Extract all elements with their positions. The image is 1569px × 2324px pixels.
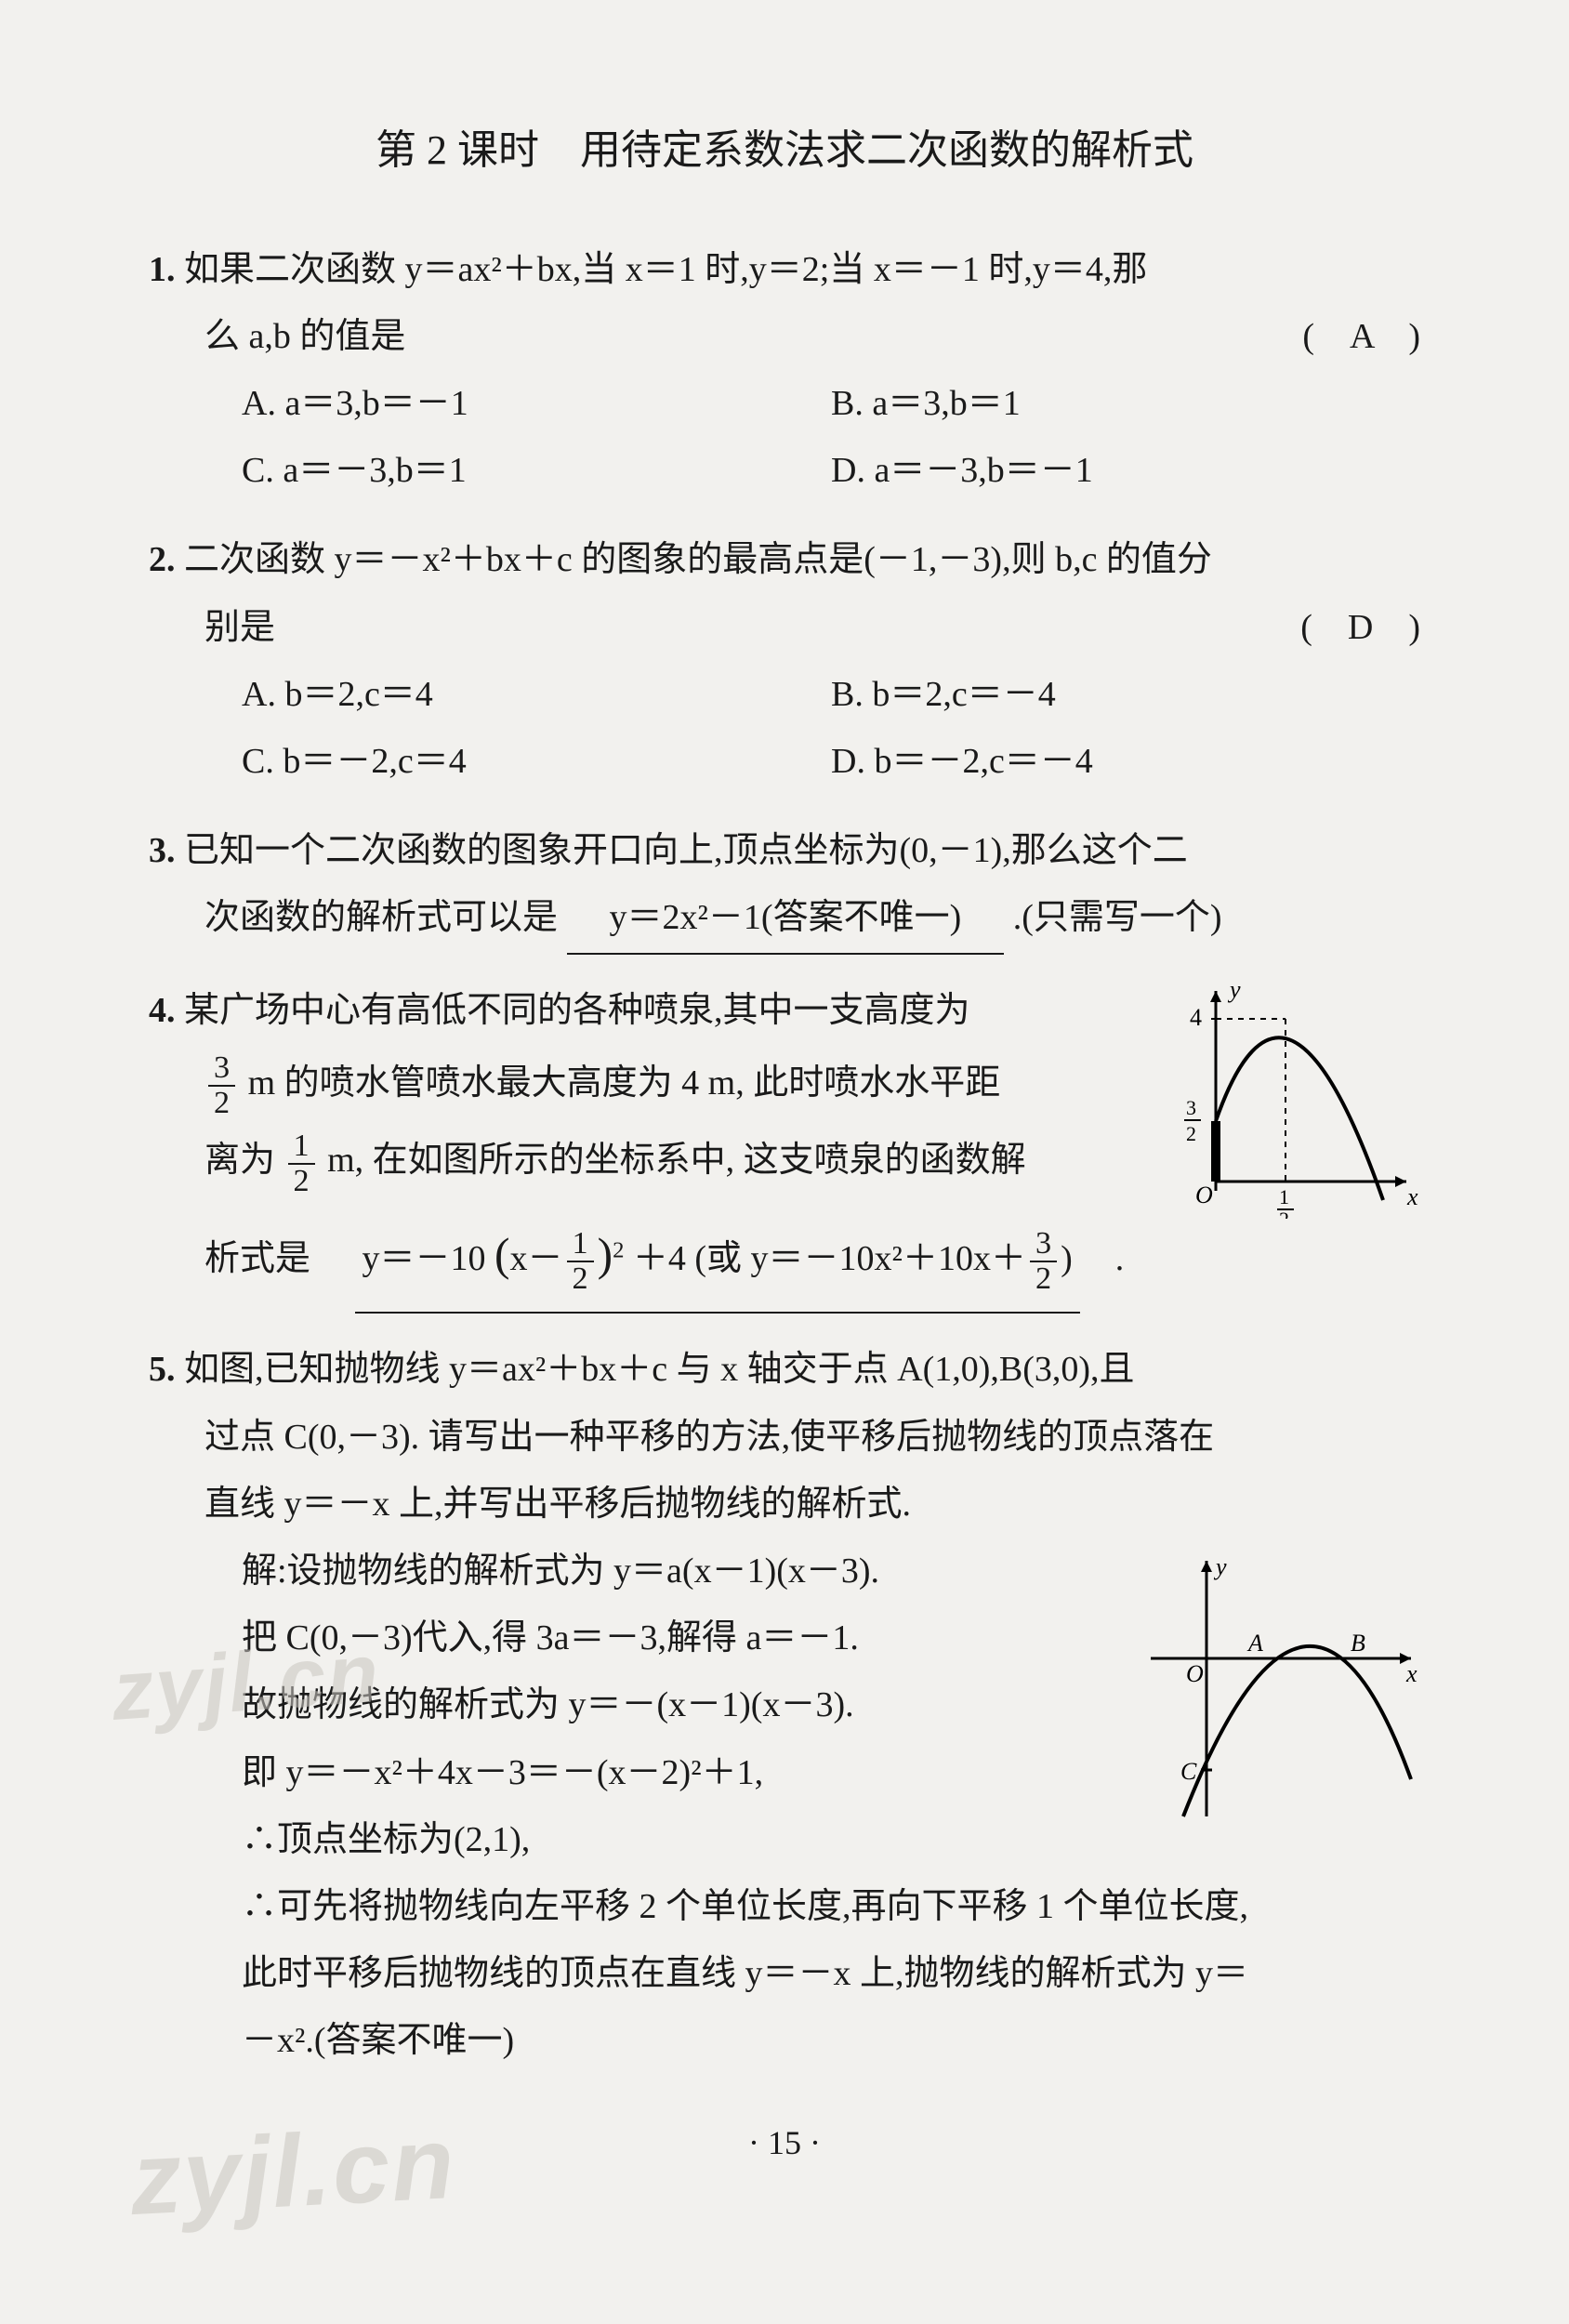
q4-l3b: m, 在如图所示的坐标系中, 这支喷泉的函数解 bbox=[327, 1141, 1026, 1180]
q2-line2: ( D ) 别是 bbox=[149, 594, 1420, 661]
q1-options-row2: C. a＝－3,b＝1 D. a＝－3,b＝－1 bbox=[149, 437, 1420, 504]
q3-stem-2b: .(只需写一个) bbox=[1013, 898, 1222, 937]
q5-sol-8: －x².(答案不唯一) bbox=[149, 2007, 1420, 2074]
q5-number: 5. bbox=[149, 1350, 176, 1389]
svg-text:O: O bbox=[1195, 1182, 1213, 1208]
q4-l1: 某广场中心有高低不同的各种喷泉,其中一支高度为 bbox=[184, 991, 970, 1030]
q2-answer-paren: ( D ) bbox=[1300, 594, 1420, 661]
q2-stem-1: 二次函数 y＝－x²＋bx＋c 的图象的最高点是(－1,－3),则 b,c 的值… bbox=[184, 540, 1212, 579]
q4-post: . bbox=[1115, 1239, 1125, 1278]
svg-text:y: y bbox=[1213, 1553, 1227, 1580]
q1-line2: ( A ) 么 a,b 的值是 bbox=[149, 303, 1420, 370]
q1-answer-paren: ( A ) bbox=[1302, 303, 1420, 370]
q1-opt-c: C. a＝－3,b＝1 bbox=[242, 437, 831, 504]
q4-blank-pre: y＝－10 bbox=[363, 1239, 486, 1278]
q4-blank-rparen: ) bbox=[598, 1229, 613, 1280]
q4-blank-f1n: 1 bbox=[567, 1227, 594, 1262]
q4-blank-f2d: 2 bbox=[1030, 1262, 1057, 1296]
svg-text:1: 1 bbox=[1279, 1185, 1289, 1208]
q4-blank-x: x－ bbox=[510, 1239, 563, 1278]
q4-blank-lparen: ( bbox=[494, 1229, 509, 1280]
q3-blank-text: y＝2x²－1(答案不唯一) bbox=[610, 898, 962, 937]
q5-l1: 如图,已知抛物线 y＝ax²＋bx＋c 与 x 轴交于点 A(1,0),B(3,… bbox=[184, 1350, 1135, 1389]
q1-line1: 1. 如果二次函数 y＝ax²＋bx,当 x＝1 时,y＝2;当 x＝－1 时,… bbox=[149, 236, 1420, 303]
q4-frac2-d: 2 bbox=[288, 1165, 315, 1198]
svg-text:O: O bbox=[1186, 1660, 1204, 1687]
svg-text:x: x bbox=[1406, 1183, 1418, 1210]
q5-figure: y x O A B C bbox=[1141, 1547, 1420, 1826]
svg-text:2: 2 bbox=[1186, 1122, 1196, 1145]
q4-blank-f1d: 2 bbox=[567, 1262, 594, 1296]
question-1: 1. 如果二次函数 y＝ax²＋bx,当 x＝1 时,y＝2;当 x＝－1 时,… bbox=[149, 236, 1420, 505]
q1-number: 1. bbox=[149, 250, 176, 289]
q2-opt-b: B. b＝2,c＝－4 bbox=[831, 661, 1420, 728]
svg-text:4: 4 bbox=[1190, 1004, 1202, 1031]
svg-text:y: y bbox=[1227, 977, 1241, 1003]
q4-blank-tail: ) bbox=[1061, 1239, 1073, 1278]
q1-options-row1: A. a＝3,b＝－1 B. a＝3,b＝1 bbox=[149, 370, 1420, 437]
q3-blank: y＝2x²－1(答案不唯一) bbox=[567, 884, 1005, 955]
svg-text:2: 2 bbox=[1279, 1208, 1289, 1219]
q4-l3a: 离为 bbox=[204, 1141, 284, 1180]
q4-blank-f1: 12 bbox=[567, 1227, 594, 1296]
q2-line1: 2. 二次函数 y＝－x²＋bx＋c 的图象的最高点是(－1,－3),则 b,c… bbox=[149, 526, 1420, 593]
q4-figure: x y O 4 3 2 1 2 2 bbox=[1179, 977, 1420, 1219]
q4-blank-sq: 2 bbox=[613, 1237, 624, 1262]
question-2: 2. 二次函数 y＝－x²＋bx＋c 的图象的最高点是(－1,－3),则 b,c… bbox=[149, 526, 1420, 795]
question-5: 5. 如图,已知抛物线 y＝ax²＋bx＋c 与 x 轴交于点 A(1,0),B… bbox=[149, 1336, 1420, 2074]
q2-answer: D bbox=[1348, 608, 1373, 647]
question-4: x y O 4 3 2 1 2 2 bbox=[149, 977, 1420, 1314]
q2-options-row2: C. b＝－2,c＝4 D. b＝－2,c＝－4 bbox=[149, 728, 1420, 795]
page-title: 第 2 课时 用待定系数法求二次函数的解析式 bbox=[149, 112, 1420, 190]
q1-opt-a: A. a＝3,b＝－1 bbox=[242, 370, 831, 437]
q2-stem-2: 别是 bbox=[204, 608, 275, 647]
q1-opt-b: B. a＝3,b＝1 bbox=[831, 370, 1420, 437]
svg-text:3: 3 bbox=[1186, 1096, 1196, 1119]
question-3: 3. 已知一个二次函数的图象开口向上,顶点坐标为(0,－1),那么这个二 次函数… bbox=[149, 817, 1420, 955]
q4-blank-mid: ＋4 (或 y＝－10x²＋10x＋ bbox=[633, 1239, 1026, 1278]
q2-opt-d: D. b＝－2,c＝－4 bbox=[831, 728, 1420, 795]
q4-frac2: 12 bbox=[288, 1129, 315, 1198]
q3-stem-1: 已知一个二次函数的图象开口向上,顶点坐标为(0,－1),那么这个二 bbox=[184, 831, 1188, 870]
q4-l2a: m 的喷水管喷水最大高度为 4 m, 此时喷水水平距 bbox=[248, 1063, 1001, 1103]
q2-number: 2. bbox=[149, 540, 176, 579]
q5-sol-7: 此时平移后抛物线的顶点在直线 y＝－x 上,抛物线的解析式为 y＝ bbox=[149, 1940, 1420, 2007]
q1-stem-1: 如果二次函数 y＝ax²＋bx,当 x＝1 时,y＝2;当 x＝－1 时,y＝4… bbox=[184, 250, 1147, 289]
q2-opt-c: C. b＝－2,c＝4 bbox=[242, 728, 831, 795]
q1-opt-d: D. a＝－3,b＝－1 bbox=[831, 437, 1420, 504]
q4-l4a: 析式是 bbox=[204, 1239, 310, 1278]
q1-answer: A bbox=[1350, 317, 1373, 356]
q4-frac2-n: 1 bbox=[288, 1129, 315, 1165]
q3-number: 3. bbox=[149, 831, 176, 870]
q2-options-row1: A. b＝2,c＝4 B. b＝2,c＝－4 bbox=[149, 661, 1420, 728]
q5-line2: 过点 C(0,－3). 请写出一种平移的方法,使平移后抛物线的顶点落在 bbox=[149, 1404, 1420, 1471]
svg-text:A: A bbox=[1246, 1630, 1263, 1657]
page-footer: · 15 · bbox=[149, 2111, 1420, 2174]
q5-line3: 直线 y＝－x 上,并写出平移后抛物线的解析式. bbox=[149, 1471, 1420, 1538]
q4-blank-f2: 32 bbox=[1030, 1227, 1057, 1296]
q3-line1: 3. 已知一个二次函数的图象开口向上,顶点坐标为(0,－1),那么这个二 bbox=[149, 817, 1420, 884]
page: zyjl.cn zyjl.cn 第 2 课时 用待定系数法求二次函数的解析式 1… bbox=[0, 0, 1569, 2324]
q3-stem-2a: 次函数的解析式可以是 bbox=[204, 898, 558, 937]
q5-sol-6: ∴可先将抛物线向左平移 2 个单位长度,再向下平移 1 个单位长度, bbox=[149, 1873, 1420, 1940]
svg-text:B: B bbox=[1351, 1630, 1365, 1657]
q3-line2: 次函数的解析式可以是 y＝2x²－1(答案不唯一) .(只需写一个) bbox=[149, 884, 1420, 955]
svg-text:C: C bbox=[1180, 1758, 1197, 1785]
q5-line1: 5. 如图,已知抛物线 y＝ax²＋bx＋c 与 x 轴交于点 A(1,0),B… bbox=[149, 1336, 1420, 1403]
q4-frac1: 32 bbox=[208, 1051, 235, 1120]
q4-blank: y＝－10 (x－12)2 ＋4 (或 y＝－10x²＋10x＋32) bbox=[355, 1200, 1080, 1314]
q4-frac1-d: 2 bbox=[208, 1087, 235, 1120]
q1-stem-2: 么 a,b 的值是 bbox=[204, 317, 405, 356]
svg-text:x: x bbox=[1405, 1660, 1417, 1687]
q4-blank-f2n: 3 bbox=[1030, 1227, 1057, 1262]
q4-frac1-n: 3 bbox=[208, 1051, 235, 1087]
q2-opt-a: A. b＝2,c＝4 bbox=[242, 661, 831, 728]
q4-number: 4. bbox=[149, 991, 176, 1030]
